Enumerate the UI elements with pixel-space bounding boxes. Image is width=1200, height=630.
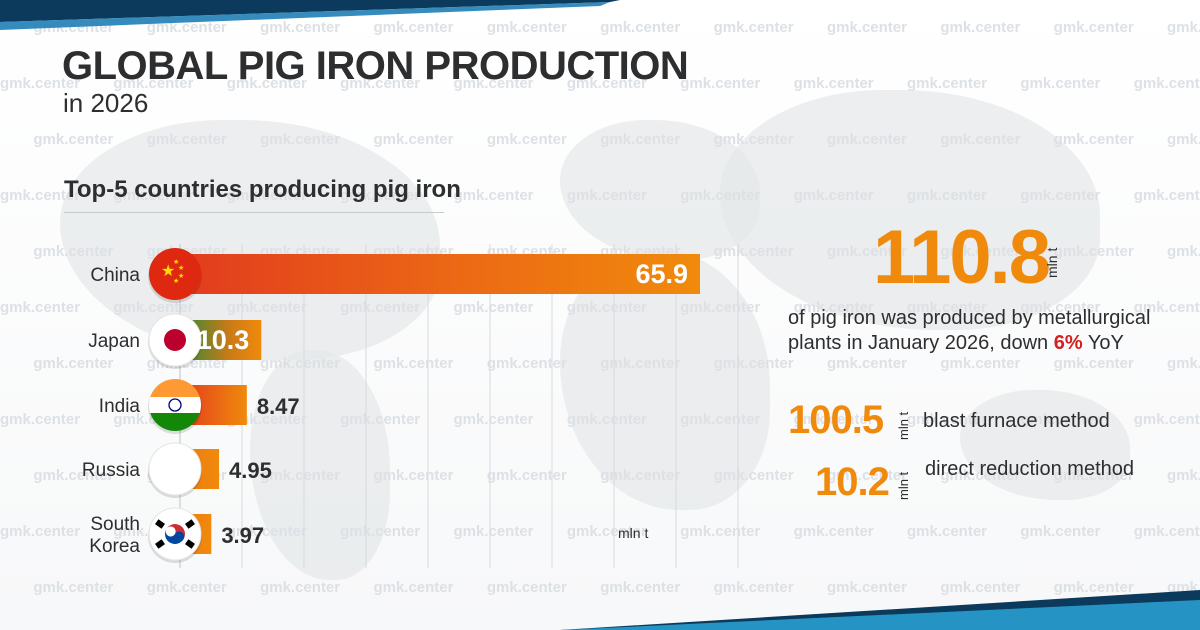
total-production-value: 110.8	[873, 215, 1051, 300]
flag-taeguk-blue	[165, 529, 185, 544]
blast-furnace-unit: mln t	[896, 411, 911, 440]
china-flag-icon: ★★★★★	[148, 248, 202, 303]
bar-china	[180, 254, 700, 294]
flag-background	[148, 442, 202, 496]
value-label: 8.47	[257, 394, 300, 419]
chart-title: Top-5 countries producing pig iron	[64, 176, 461, 203]
blast-furnace-label: blast furnace method	[923, 410, 1110, 432]
flag-small-star: ★	[173, 258, 179, 266]
flag-white	[149, 397, 201, 413]
flag-background	[149, 248, 201, 300]
yoy-change-percent: 6%	[1053, 332, 1083, 354]
value-label: 4.95	[229, 458, 272, 483]
russia-flag-icon	[148, 442, 202, 498]
flag-saffron	[149, 379, 201, 397]
blast-furnace-value: 100.5	[788, 398, 884, 442]
flag-trigram	[185, 539, 195, 549]
category-label: South	[90, 514, 140, 535]
axis-unit-label: mln t	[618, 525, 648, 541]
flag-green	[149, 413, 201, 431]
direct-reduction-value: 10.2	[815, 460, 890, 504]
value-label: 10.3	[197, 325, 250, 355]
japan-flag-icon	[148, 313, 202, 369]
direct-reduction-unit: mln t	[896, 471, 911, 500]
bottom-decor-band	[560, 590, 1200, 630]
flag-small-star: ★	[178, 272, 184, 280]
value-label: 3.97	[221, 523, 264, 548]
map-south-america	[250, 350, 390, 580]
category-label: Korea	[89, 536, 140, 557]
total-production-unit: mln t	[1044, 247, 1060, 278]
flag-small-star: ★	[173, 277, 179, 285]
category-label: China	[90, 265, 140, 286]
page-subtitle: in 2026	[63, 88, 149, 118]
flag-chakra	[168, 398, 182, 412]
value-label: 65.9	[635, 259, 688, 289]
map-asia	[720, 90, 1100, 330]
description-suffix: YoY	[1082, 332, 1124, 354]
flag-stripes	[149, 379, 201, 431]
category-label: Russia	[82, 460, 141, 481]
flag-sun	[164, 329, 186, 351]
chart-title-underline	[64, 212, 444, 213]
top-decor-band	[0, 0, 620, 30]
flag-trigram	[155, 539, 165, 549]
description-text: of pig iron was produced by metallurgica…	[788, 307, 1151, 354]
category-label: India	[99, 396, 141, 417]
flag-trigram	[185, 519, 195, 529]
direct-reduction-label: direct reduction method	[925, 458, 1135, 480]
map-australia	[960, 390, 1130, 500]
india-flag-icon	[148, 379, 202, 434]
category-label: Japan	[88, 331, 140, 352]
page-title: GLOBAL PIG IRON PRODUCTION	[62, 44, 689, 88]
flag-big-star: ★	[161, 263, 175, 280]
flag-small-star: ★	[178, 264, 184, 272]
south-korea-flag-icon	[148, 507, 202, 563]
flag-trigram	[155, 519, 165, 529]
total-production-description: of pig iron was produced by metallurgica…	[788, 306, 1168, 356]
